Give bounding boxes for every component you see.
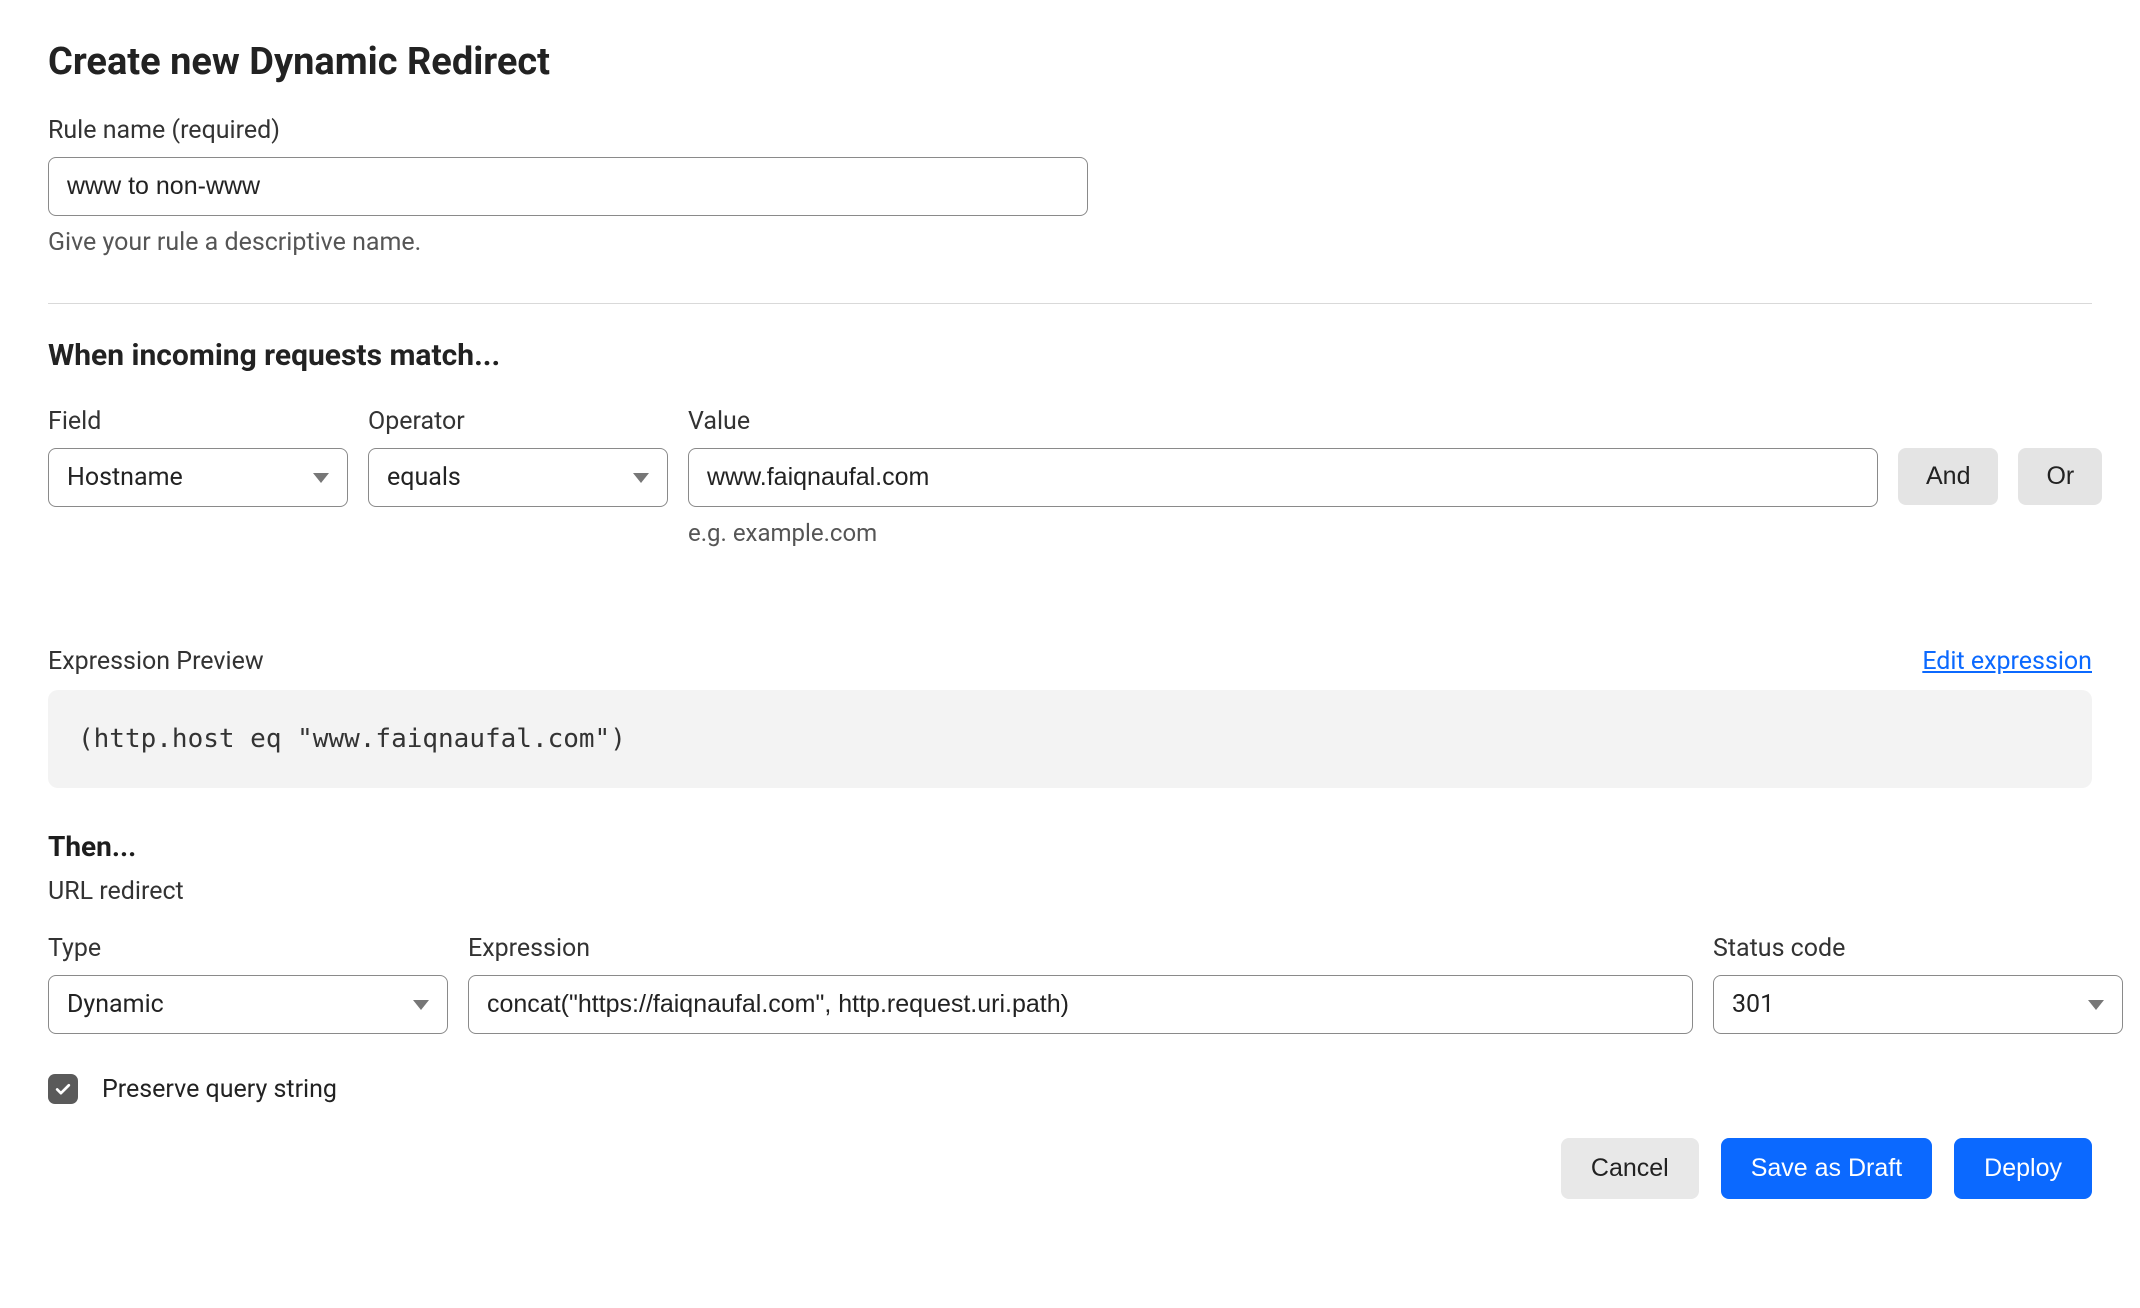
caret-down-icon	[313, 473, 329, 483]
check-icon	[53, 1079, 73, 1099]
page-root: Create new Dynamic Redirect Rule name (r…	[0, 0, 2140, 1239]
expression-preview-box: (http.host eq "www.faiqnaufal.com")	[48, 690, 2092, 788]
and-column: And	[1898, 407, 1998, 505]
rule-name-group: Rule name (required) Give your rule a de…	[48, 116, 2092, 257]
caret-down-icon	[2088, 1000, 2104, 1010]
rule-name-helper: Give your rule a descriptive name.	[48, 228, 2092, 257]
value-label: Value	[688, 407, 1878, 436]
or-column: Or	[2018, 407, 2102, 505]
status-select[interactable]: 301	[1713, 975, 2123, 1034]
rule-name-label: Rule name (required)	[48, 116, 2092, 145]
save-draft-button[interactable]: Save as Draft	[1721, 1138, 1932, 1199]
caret-down-icon	[413, 1000, 429, 1010]
field-select[interactable]: Hostname	[48, 448, 348, 507]
preview-header-row: Expression Preview Edit expression	[48, 647, 2092, 676]
type-label: Type	[48, 934, 448, 963]
preserve-query-row: Preserve query string	[48, 1074, 2092, 1104]
expression-label: Expression	[468, 934, 1693, 963]
type-column: Type Dynamic	[48, 934, 448, 1034]
spacer-label-and	[1898, 407, 1998, 436]
preserve-query-label: Preserve query string	[102, 1075, 337, 1104]
footer-actions: Cancel Save as Draft Deploy	[48, 1138, 2092, 1199]
section-divider	[48, 303, 2092, 304]
preview-label: Expression Preview	[48, 647, 264, 676]
preserve-query-checkbox[interactable]	[48, 1074, 78, 1104]
field-label: Field	[48, 407, 348, 436]
url-redirect-label: URL redirect	[48, 877, 2092, 906]
type-select[interactable]: Dynamic	[48, 975, 448, 1034]
then-title: Then...	[48, 830, 2092, 863]
status-select-value: 301	[1732, 990, 1774, 1019]
value-input[interactable]	[688, 448, 1878, 507]
operator-select-value: equals	[387, 463, 461, 492]
and-button[interactable]: And	[1898, 448, 1998, 505]
value-example: e.g. example.com	[688, 519, 1878, 547]
deploy-button[interactable]: Deploy	[1954, 1138, 2092, 1199]
operator-column: Operator equals	[368, 407, 668, 507]
expression-column: Expression	[468, 934, 1693, 1034]
caret-down-icon	[633, 473, 649, 483]
operator-select[interactable]: equals	[368, 448, 668, 507]
match-section-title: When incoming requests match...	[48, 338, 2092, 373]
status-label: Status code	[1713, 934, 2123, 963]
value-column: Value e.g. example.com	[688, 407, 1878, 547]
expression-input[interactable]	[468, 975, 1693, 1034]
match-row: Field Hostname Operator equals Value e.g…	[48, 407, 2092, 547]
then-row: Type Dynamic Expression Status code 301	[48, 934, 2092, 1034]
operator-label: Operator	[368, 407, 668, 436]
rule-name-input[interactable]	[48, 157, 1088, 216]
field-column: Field Hostname	[48, 407, 348, 507]
type-select-value: Dynamic	[67, 990, 164, 1019]
edit-expression-link[interactable]: Edit expression	[1922, 647, 2092, 676]
status-column: Status code 301	[1713, 934, 2123, 1034]
or-button[interactable]: Or	[2018, 448, 2102, 505]
field-select-value: Hostname	[67, 463, 183, 492]
page-title: Create new Dynamic Redirect	[48, 40, 2092, 84]
cancel-button[interactable]: Cancel	[1561, 1138, 1699, 1199]
spacer-label-or	[2018, 407, 2102, 436]
